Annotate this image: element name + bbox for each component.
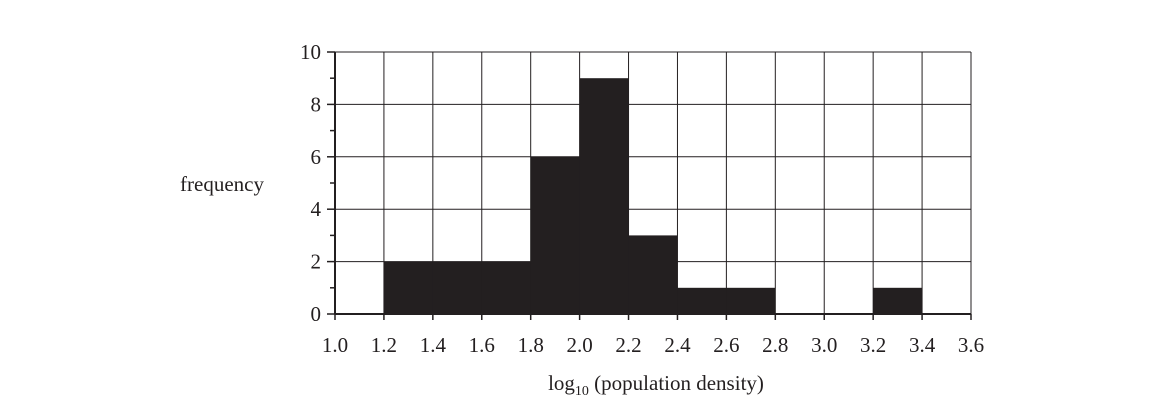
x-axis-label-subscript: 10	[575, 384, 589, 399]
x-tick-label: 2.2	[615, 333, 641, 357]
y-tick-label: 0	[311, 302, 322, 326]
x-tick-label: 1.0	[322, 333, 348, 357]
x-tick-label: 3.0	[811, 333, 837, 357]
x-tick-label: 3.2	[860, 333, 886, 357]
x-tick-label: 1.2	[371, 333, 397, 357]
x-tick-label: 1.8	[518, 333, 544, 357]
y-tick-label: 4	[311, 197, 322, 221]
x-tick-label: 3.6	[958, 333, 984, 357]
histogram-bar	[873, 287, 923, 314]
histogram-bar	[628, 235, 678, 314]
y-tick-label: 10	[300, 40, 321, 64]
y-axis-label: frequency	[180, 172, 264, 196]
histogram-bar	[579, 78, 629, 314]
x-axis-label: log10 (population density)	[548, 371, 764, 399]
x-tick-label: 2.0	[566, 333, 592, 357]
histogram-bar	[481, 261, 531, 314]
x-tick-label: 2.4	[664, 333, 691, 357]
y-tick-labels: 0 2 4 6 8 10	[300, 40, 322, 326]
x-tick-labels: 1.0 1.2 1.4 1.6 1.8 2.0 2.2 2.4 2.6 2.8 3.0 3.2 3.4 3…	[322, 333, 984, 357]
histogram-bar	[383, 261, 433, 314]
histogram-bar	[530, 156, 580, 314]
x-tick-label: 3.4	[909, 333, 936, 357]
histogram-bar	[726, 287, 776, 314]
x-tick-label: 2.8	[762, 333, 788, 357]
x-tick-label: 2.6	[713, 333, 739, 357]
axes	[327, 51, 972, 320]
y-tick-label: 8	[311, 92, 322, 116]
histogram-bar	[677, 287, 727, 314]
histogram-bars	[383, 78, 923, 314]
y-tick-label: 2	[311, 250, 322, 274]
x-axis-label-rest: (population density)	[589, 371, 764, 395]
y-tick-label: 6	[311, 145, 322, 169]
x-tick-label: 1.6	[469, 333, 495, 357]
x-axis-label-main: log	[548, 371, 575, 395]
histogram-bar	[432, 261, 482, 314]
x-tick-label: 1.4	[420, 333, 447, 357]
